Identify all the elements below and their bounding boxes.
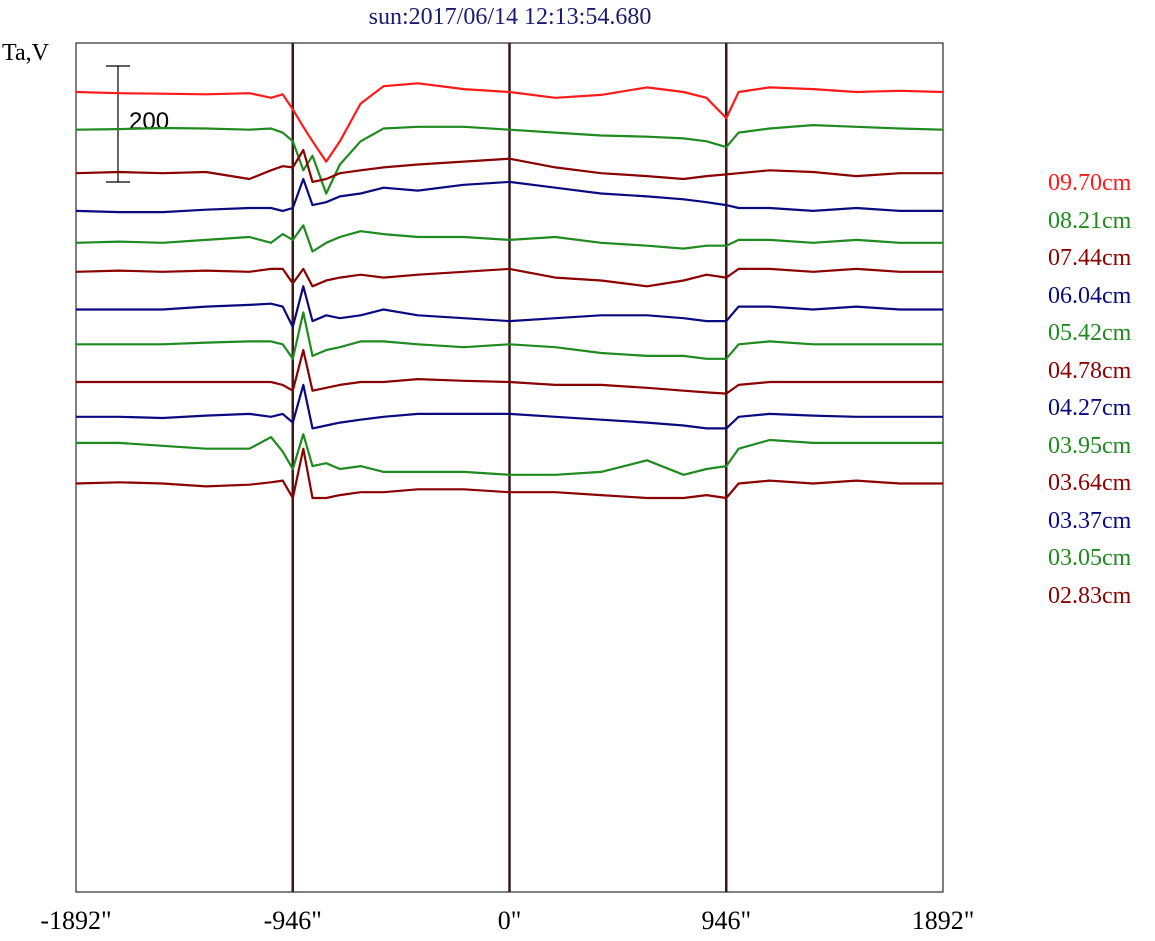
x-tick-label: -946" <box>263 906 322 935</box>
legend-entry: 02.83cm <box>1048 582 1132 609</box>
y-axis-label: Ta,V <box>2 40 49 66</box>
series-line-08.21cm <box>75 123 944 195</box>
x-tick-label: 1892" <box>911 906 975 935</box>
legend-entry: 08.21cm <box>1048 207 1132 234</box>
legend-entry: 03.95cm <box>1048 432 1132 459</box>
x-tick-label: 0" <box>497 906 522 935</box>
series-line-02.83cm <box>75 447 943 500</box>
legend-entry: 05.42cm <box>1048 320 1132 346</box>
legend-entry: 04.27cm <box>1048 395 1132 421</box>
series-line-03.37cm <box>76 383 943 430</box>
legend-entry: 06.04cm <box>1048 282 1132 309</box>
legend-entry: 07.44cm <box>1048 245 1132 271</box>
legend-entry: 03.05cm <box>1048 545 1132 571</box>
series-line-07.44cm <box>75 148 943 183</box>
legend-entry: 04.78cm <box>1048 357 1132 384</box>
series-line-03.64cm <box>76 349 943 395</box>
series-line-03.05cm <box>76 433 943 476</box>
series-line-04.27cm <box>76 285 943 328</box>
series-line-05.42cm <box>75 224 943 253</box>
scale-bar-label: 200 <box>129 108 170 135</box>
chart-title: sun:2017/06/14 12:13:54.680 <box>368 4 652 30</box>
series-line-09.70cm <box>75 82 944 163</box>
series-line-03.95cm <box>76 311 943 360</box>
series-line-04.78cm <box>75 267 943 288</box>
x-tick-label: 946" <box>701 906 752 935</box>
legend-entry: 03.64cm <box>1048 470 1132 496</box>
series-line-06.04cm <box>75 177 943 214</box>
legend-entry: 09.70cm <box>1048 170 1132 196</box>
x-tick-label: -1892" <box>40 906 112 935</box>
legend-entry: 03.37cm <box>1048 507 1132 534</box>
